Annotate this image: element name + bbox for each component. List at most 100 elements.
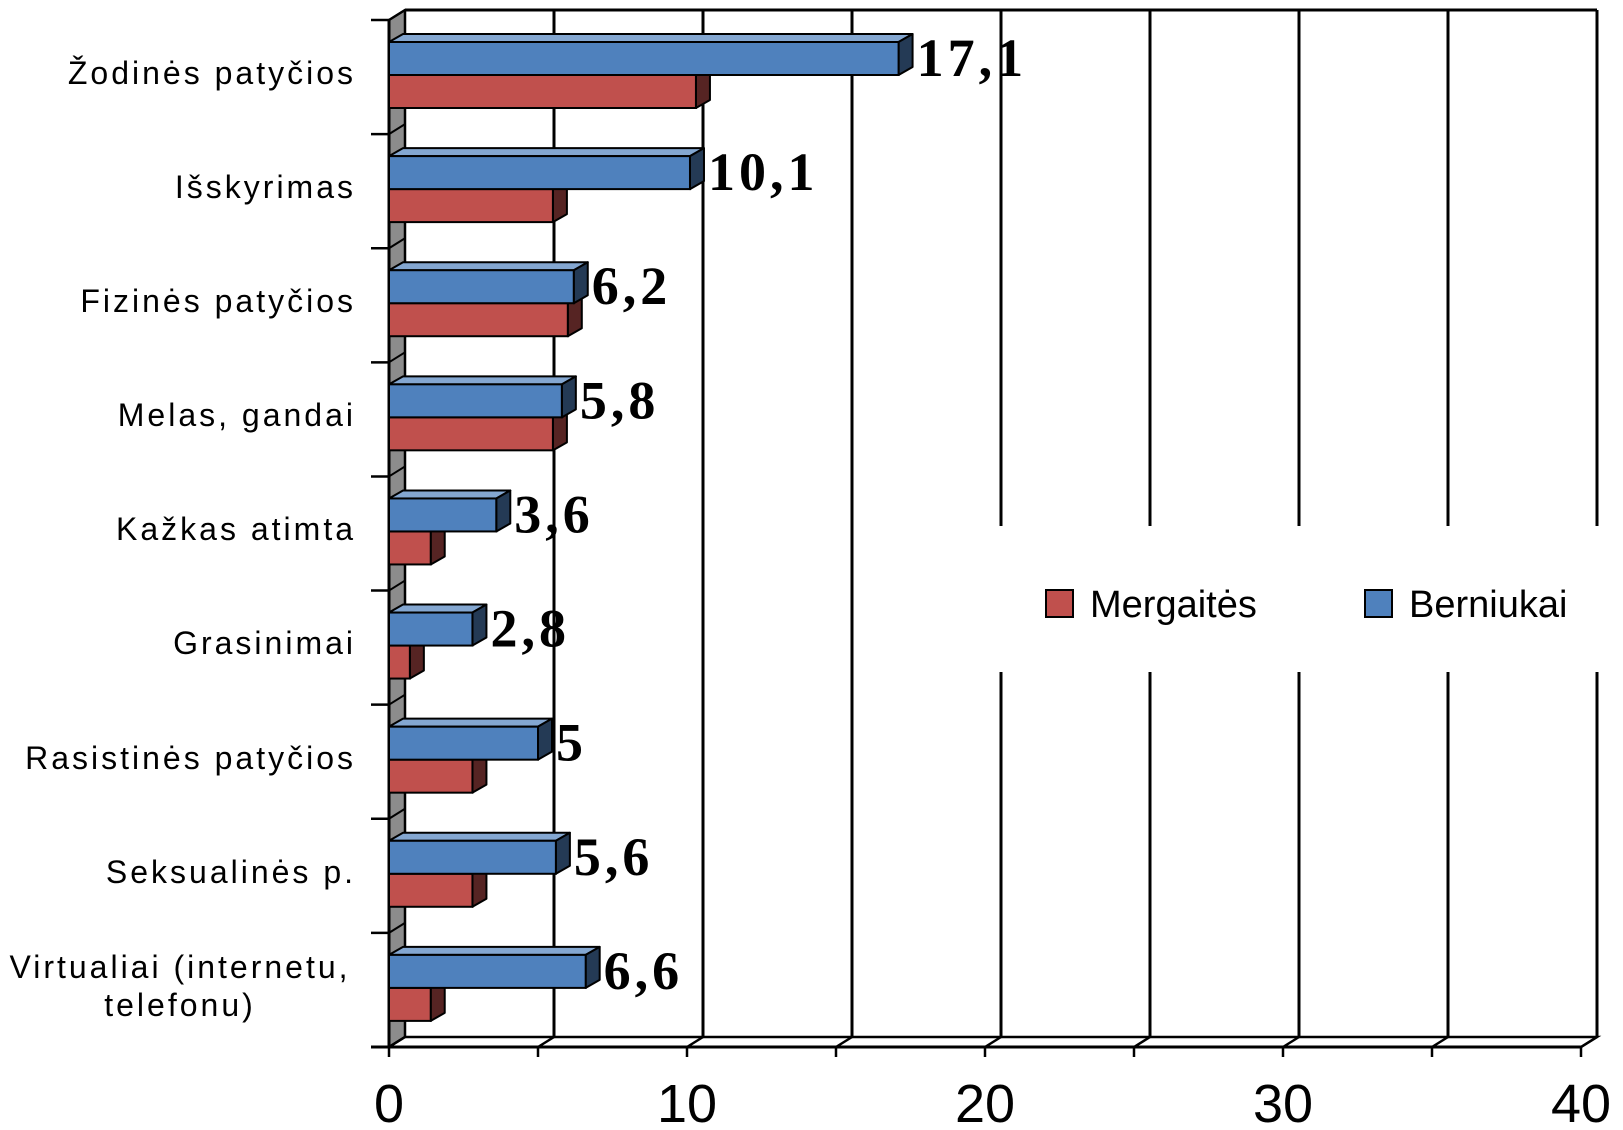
category-label: Melas, gandai	[117, 397, 356, 434]
floor-grid-edge	[1133, 1035, 1151, 1049]
bar-berniukai-5	[388, 603, 488, 647]
bar-front-face	[388, 269, 575, 305]
bar-berniukai-7	[388, 831, 571, 875]
bar-front-face	[388, 725, 539, 761]
bar-top-face	[388, 603, 488, 614]
bar-side-face	[584, 945, 601, 989]
floor-grid-edge	[835, 1035, 853, 1049]
x-axis-tick-label: 0	[374, 1074, 404, 1130]
bar-front-face	[388, 839, 557, 875]
floor-grid-edge	[686, 1035, 704, 1049]
category-label: Grasinimai	[173, 625, 356, 662]
bar-front-face	[388, 497, 498, 533]
category-label-slot: Rasistinės patyčios	[4, 701, 356, 815]
bar-berniukai-0	[388, 33, 914, 76]
category-label-slot: Seksualinės p.	[4, 815, 356, 929]
legend: Mergaitės Berniukai	[998, 526, 1603, 672]
floor-grid-edge	[1580, 1035, 1598, 1049]
bar-front-face	[388, 302, 569, 338]
floor-grid-edge	[1282, 1035, 1300, 1049]
bar-front-face	[388, 155, 691, 191]
bar-front-face	[388, 383, 563, 419]
legend-swatch-berniukai	[1364, 589, 1393, 618]
bar-berniukai-3	[388, 375, 577, 419]
bar-top-face	[388, 831, 571, 842]
category-label: Išskyrimas	[174, 168, 356, 205]
bar-side-face	[495, 489, 512, 533]
bar-side-face	[560, 375, 577, 419]
data-label-berniukai-0: 17,1	[917, 28, 1028, 88]
bar-front-face	[388, 953, 587, 989]
bar-front-face	[388, 41, 900, 76]
category-axis-labels: Žodinės patyčios Išskyrimas Fizinės patyči…	[0, 0, 360, 1130]
category-label: Fizinės patyčios	[80, 283, 356, 320]
category-label: Kažkas atimta	[116, 511, 356, 548]
bar-front-face	[388, 530, 432, 566]
category-label-slot: Žodinės patyčios	[4, 16, 356, 130]
wall-tick	[388, 123, 406, 135]
bar-top-face	[388, 261, 589, 272]
bar-side-face	[572, 261, 589, 305]
wall-tick	[388, 465, 406, 478]
bar-front-face	[388, 758, 474, 794]
bar-top-face	[388, 489, 512, 500]
bar-berniukai-6	[388, 717, 553, 761]
bar-berniukai-8	[388, 945, 601, 989]
legend-label-berniukai: Berniukai	[1409, 584, 1567, 626]
bar-berniukai-1	[388, 147, 705, 191]
category-label: Žodinės patyčios	[67, 54, 356, 91]
category-label-slot: Kažkas atimta	[4, 472, 356, 586]
data-label-berniukai-4: 3,6	[514, 484, 594, 544]
bar-front-face	[388, 872, 474, 908]
x-axis-tick-label: 30	[1253, 1074, 1313, 1130]
bar-top-face	[388, 375, 577, 386]
category-label: Virtualiai (internetu, telefonu)	[9, 948, 351, 1023]
wall-tick	[388, 693, 406, 706]
floor-grid-edge	[984, 1035, 1002, 1049]
wall-tick	[388, 922, 406, 934]
data-label-berniukai-6: 5	[556, 713, 587, 773]
category-label-slot: Išskyrimas	[4, 130, 356, 244]
category-label-slot: Melas, gandai	[4, 358, 356, 472]
bar-front-face	[388, 644, 411, 680]
bar-berniukai-4	[388, 489, 512, 533]
bar-front-face	[388, 986, 432, 1022]
legend-label-mergaites: Mergaitės	[1090, 584, 1257, 626]
wall-tick	[388, 351, 406, 364]
floor-grid-edge	[1431, 1035, 1449, 1049]
bar-side-face	[471, 603, 488, 647]
data-labels: 17,1 10,1 6,2 5,8 3,6 2,8 5 5,6 6,6	[490, 28, 1028, 1001]
bar-side-face	[554, 831, 571, 875]
legend-swatch-mergaites	[1045, 589, 1074, 618]
floor-grid-edge	[537, 1035, 555, 1049]
bar-side-face	[688, 147, 705, 191]
bar-side-face	[537, 717, 553, 761]
bar-front-face	[388, 188, 554, 224]
x-axis-tick-label: 20	[955, 1074, 1015, 1130]
bar-top-face	[388, 717, 553, 728]
wall-tick	[388, 237, 406, 250]
data-label-berniukai-3: 5,8	[580, 370, 660, 430]
wall-tick	[388, 807, 406, 820]
data-label-berniukai-7: 5,6	[574, 827, 654, 887]
bars	[388, 33, 914, 1022]
bar-front-face	[388, 416, 554, 452]
bar-berniukai-2	[388, 261, 589, 305]
x-axis-tick-label: 40	[1551, 1074, 1611, 1130]
data-label-berniukai-5: 2,8	[490, 599, 570, 659]
x-axis-tick-labels: 0 10 20 30 40	[374, 1074, 1611, 1130]
bar-front-face	[388, 74, 697, 109]
data-label-berniukai-2: 6,2	[592, 256, 672, 316]
data-label-berniukai-8: 6,6	[604, 941, 684, 1001]
legend-box	[998, 526, 1603, 672]
category-label-slot: Fizinės patyčios	[4, 244, 356, 358]
category-label-slot: Grasinimai	[4, 587, 356, 701]
category-label: Rasistinės patyčios	[25, 739, 356, 776]
wall-tick	[388, 9, 406, 21]
category-label: Seksualinės p.	[105, 853, 356, 890]
category-label-slot: Virtualiai (internetu, telefonu)	[4, 929, 356, 1043]
bar-top-face	[388, 945, 601, 956]
x-axis-tick-label: 10	[657, 1074, 717, 1130]
